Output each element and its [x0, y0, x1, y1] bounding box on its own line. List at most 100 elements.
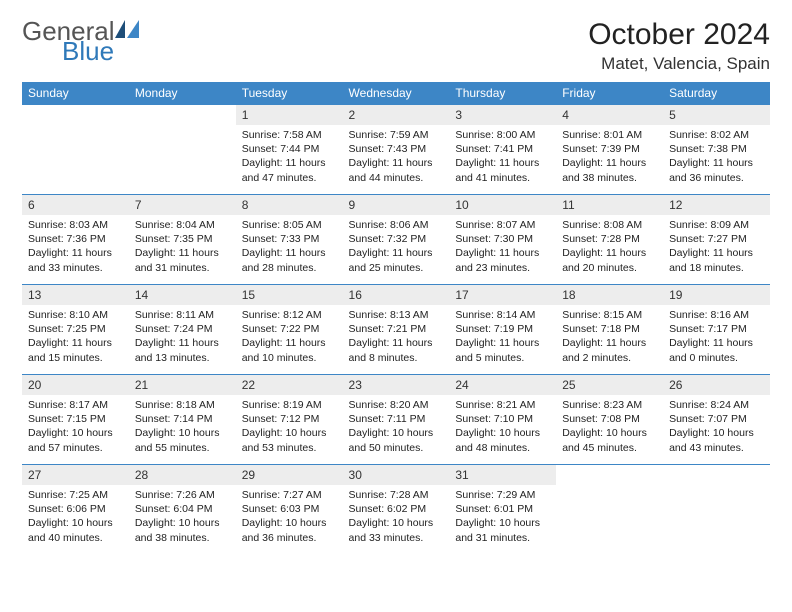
- day-number: 28: [129, 465, 236, 485]
- calendar-day-cell: 28Sunrise: 7:26 AMSunset: 6:04 PMDayligh…: [129, 465, 236, 555]
- calendar-day-cell: 22Sunrise: 8:19 AMSunset: 7:12 PMDayligh…: [236, 375, 343, 465]
- sunset-text: Sunset: 7:28 PM: [562, 232, 657, 246]
- column-header: Friday: [556, 82, 663, 105]
- sunset-text: Sunset: 7:22 PM: [242, 322, 337, 336]
- calendar-day-cell: 14Sunrise: 8:11 AMSunset: 7:24 PMDayligh…: [129, 285, 236, 375]
- sunrise-text: Sunrise: 8:13 AM: [349, 308, 444, 322]
- calendar-day-cell: 19Sunrise: 8:16 AMSunset: 7:17 PMDayligh…: [663, 285, 770, 375]
- calendar-week-row: 6Sunrise: 8:03 AMSunset: 7:36 PMDaylight…: [22, 195, 770, 285]
- sunrise-text: Sunrise: 8:17 AM: [28, 398, 123, 412]
- sunset-text: Sunset: 7:07 PM: [669, 412, 764, 426]
- day-content: Sunrise: 7:26 AMSunset: 6:04 PMDaylight:…: [129, 485, 236, 551]
- column-header: Tuesday: [236, 82, 343, 105]
- day-number: 23: [343, 375, 450, 395]
- sunrise-text: Sunrise: 7:29 AM: [455, 488, 550, 502]
- day-content: Sunrise: 8:10 AMSunset: 7:25 PMDaylight:…: [22, 305, 129, 371]
- day-content: Sunrise: 8:09 AMSunset: 7:27 PMDaylight:…: [663, 215, 770, 281]
- day-content: Sunrise: 7:59 AMSunset: 7:43 PMDaylight:…: [343, 125, 450, 191]
- calendar-day-cell: 31Sunrise: 7:29 AMSunset: 6:01 PMDayligh…: [449, 465, 556, 555]
- calendar-day-cell: 3Sunrise: 8:00 AMSunset: 7:41 PMDaylight…: [449, 105, 556, 195]
- daylight-text: Daylight: 11 hours and 18 minutes.: [669, 246, 764, 274]
- sunrise-text: Sunrise: 7:28 AM: [349, 488, 444, 502]
- sunset-text: Sunset: 7:24 PM: [135, 322, 230, 336]
- calendar-day-cell: 4Sunrise: 8:01 AMSunset: 7:39 PMDaylight…: [556, 105, 663, 195]
- logo-text-block: General Blue: [22, 18, 141, 66]
- sunset-text: Sunset: 7:33 PM: [242, 232, 337, 246]
- calendar-day-cell: 9Sunrise: 8:06 AMSunset: 7:32 PMDaylight…: [343, 195, 450, 285]
- daylight-text: Daylight: 11 hours and 31 minutes.: [135, 246, 230, 274]
- day-number: 26: [663, 375, 770, 395]
- calendar-day-cell: 10Sunrise: 8:07 AMSunset: 7:30 PMDayligh…: [449, 195, 556, 285]
- sunrise-text: Sunrise: 7:25 AM: [28, 488, 123, 502]
- daylight-text: Daylight: 10 hours and 33 minutes.: [349, 516, 444, 544]
- daylight-text: Daylight: 11 hours and 25 minutes.: [349, 246, 444, 274]
- daylight-text: Daylight: 10 hours and 45 minutes.: [562, 426, 657, 454]
- sunrise-text: Sunrise: 8:08 AM: [562, 218, 657, 232]
- calendar-day-cell: 30 Sunrise: 7:28 AMSunset: 6:02 PMDayligh…: [343, 465, 450, 555]
- sunset-text: Sunset: 6:01 PM: [455, 502, 550, 516]
- calendar-week-row: 1Sunrise: 7:58 AMSunset: 7:44 PMDaylight…: [22, 105, 770, 195]
- sunset-text: Sunset: 7:27 PM: [669, 232, 764, 246]
- sunrise-text: Sunrise: 8:09 AM: [669, 218, 764, 232]
- day-content: Sunrise: 7:25 AMSunset: 6:06 PMDaylight:…: [22, 485, 129, 551]
- calendar-day-cell: 24Sunrise: 8:21 AMSunset: 7:10 PMDayligh…: [449, 375, 556, 465]
- sunrise-text: Sunrise: 7:27 AM: [242, 488, 337, 502]
- sunset-text: Sunset: 7:25 PM: [28, 322, 123, 336]
- calendar-day-cell: [129, 105, 236, 195]
- day-content: Sunrise: 7:58 AMSunset: 7:44 PMDaylight:…: [236, 125, 343, 191]
- day-content: Sunrise: 8:04 AMSunset: 7:35 PMDaylight:…: [129, 215, 236, 281]
- daylight-text: Daylight: 10 hours and 40 minutes.: [28, 516, 123, 544]
- day-number: [22, 105, 129, 125]
- calendar-body: 1Sunrise: 7:58 AMSunset: 7:44 PMDaylight…: [22, 105, 770, 555]
- title-block: October 2024 Matet, Valencia, Spain: [588, 18, 770, 74]
- daylight-text: Daylight: 11 hours and 15 minutes.: [28, 336, 123, 364]
- calendar-week-row: 20Sunrise: 8:17 AMSunset: 7:15 PMDayligh…: [22, 375, 770, 465]
- daylight-text: Daylight: 10 hours and 43 minutes.: [669, 426, 764, 454]
- location: Matet, Valencia, Spain: [588, 54, 770, 74]
- sunset-text: Sunset: 7:08 PM: [562, 412, 657, 426]
- day-number: 2: [343, 105, 450, 125]
- header: General Blue October 2024 Matet, Valenci…: [22, 18, 770, 74]
- daylight-text: Daylight: 11 hours and 13 minutes.: [135, 336, 230, 364]
- day-number: 13: [22, 285, 129, 305]
- daylight-text: Daylight: 10 hours and 57 minutes.: [28, 426, 123, 454]
- day-number: 12: [663, 195, 770, 215]
- sunrise-text: Sunrise: 8:21 AM: [455, 398, 550, 412]
- day-content: Sunrise: 8:03 AMSunset: 7:36 PMDaylight:…: [22, 215, 129, 281]
- sunset-text: Sunset: 7:43 PM: [349, 142, 444, 156]
- calendar-day-cell: 11Sunrise: 8:08 AMSunset: 7:28 PMDayligh…: [556, 195, 663, 285]
- daylight-text: Daylight: 11 hours and 10 minutes.: [242, 336, 337, 364]
- sunset-text: Sunset: 7:41 PM: [455, 142, 550, 156]
- calendar-table: SundayMondayTuesdayWednesdayThursdayFrid…: [22, 82, 770, 555]
- daylight-text: Daylight: 11 hours and 44 minutes.: [349, 156, 444, 184]
- daylight-text: Daylight: 11 hours and 5 minutes.: [455, 336, 550, 364]
- calendar-day-cell: 15Sunrise: 8:12 AMSunset: 7:22 PMDayligh…: [236, 285, 343, 375]
- sunset-text: Sunset: 6:02 PM: [349, 502, 444, 516]
- day-number: 22: [236, 375, 343, 395]
- day-content: Sunrise: 8:01 AMSunset: 7:39 PMDaylight:…: [556, 125, 663, 191]
- sunrise-text: Sunrise: 8:18 AM: [135, 398, 230, 412]
- day-number: 30: [343, 465, 450, 485]
- day-content: Sunrise: 8:11 AMSunset: 7:24 PMDaylight:…: [129, 305, 236, 371]
- sunrise-text: Sunrise: 8:12 AM: [242, 308, 337, 322]
- day-content: Sunrise: 8:05 AMSunset: 7:33 PMDaylight:…: [236, 215, 343, 281]
- sunrise-text: Sunrise: 8:03 AM: [28, 218, 123, 232]
- sunrise-text: Sunrise: 8:02 AM: [669, 128, 764, 142]
- sunset-text: Sunset: 7:38 PM: [669, 142, 764, 156]
- daylight-text: Daylight: 10 hours and 48 minutes.: [455, 426, 550, 454]
- calendar-day-cell: 25Sunrise: 8:23 AMSunset: 7:08 PMDayligh…: [556, 375, 663, 465]
- sunrise-text: Sunrise: 8:04 AM: [135, 218, 230, 232]
- day-number: 3: [449, 105, 556, 125]
- sunrise-text: Sunrise: 8:00 AM: [455, 128, 550, 142]
- calendar-day-cell: 13Sunrise: 8:10 AMSunset: 7:25 PMDayligh…: [22, 285, 129, 375]
- sunset-text: Sunset: 7:12 PM: [242, 412, 337, 426]
- sunrise-text: Sunrise: 8:19 AM: [242, 398, 337, 412]
- calendar-day-cell: [22, 105, 129, 195]
- calendar-day-cell: 26Sunrise: 8:24 AMSunset: 7:07 PMDayligh…: [663, 375, 770, 465]
- daylight-text: Daylight: 11 hours and 47 minutes.: [242, 156, 337, 184]
- sunrise-text: Sunrise: 8:10 AM: [28, 308, 123, 322]
- day-number: 4: [556, 105, 663, 125]
- day-number: [129, 105, 236, 125]
- daylight-text: Daylight: 11 hours and 2 minutes.: [562, 336, 657, 364]
- calendar-day-cell: 29Sunrise: 7:27 AMSunset: 6:03 PMDayligh…: [236, 465, 343, 555]
